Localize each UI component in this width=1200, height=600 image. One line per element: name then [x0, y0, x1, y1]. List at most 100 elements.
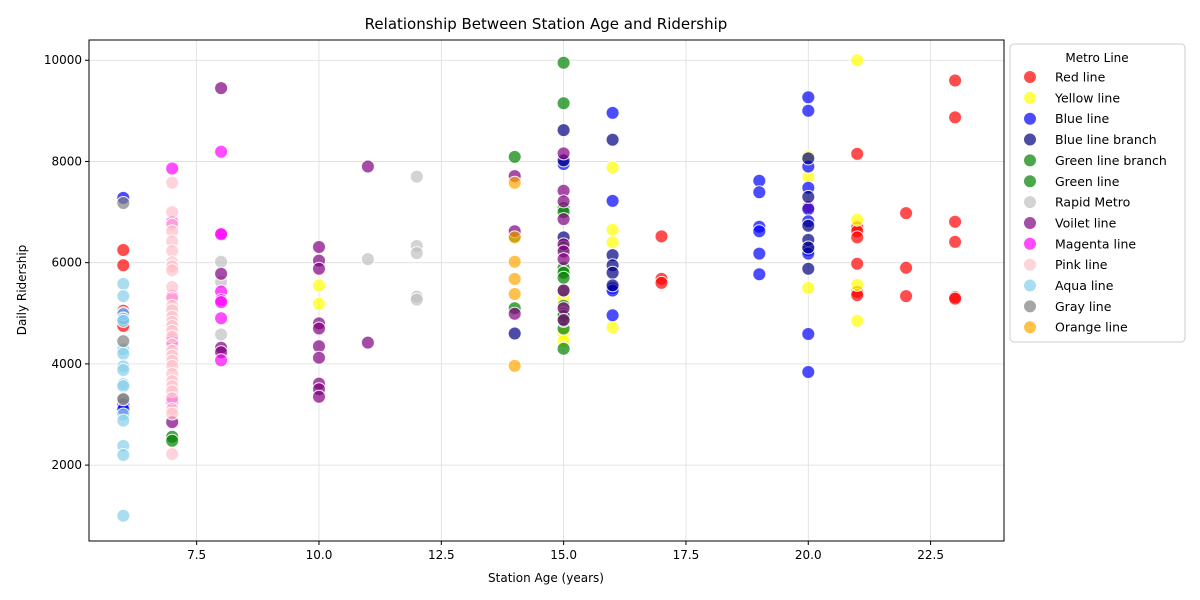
y-axis-ticks: 2000 4000 6000 8000 10000 — [44, 53, 89, 472]
data-point — [165, 161, 180, 176]
data-point — [165, 263, 180, 278]
data-point — [850, 313, 865, 328]
data-point — [214, 311, 229, 326]
data-point — [605, 222, 620, 237]
legend-item: Red line — [1023, 70, 1106, 85]
data-point — [360, 335, 375, 350]
data-point — [116, 289, 131, 304]
data-point — [507, 230, 522, 245]
data-point — [752, 246, 767, 261]
data-point — [948, 214, 963, 229]
data-point — [850, 277, 865, 292]
data-point — [312, 389, 326, 404]
data-point — [752, 267, 767, 282]
data-point — [654, 229, 669, 244]
data-point — [312, 296, 326, 311]
data-point — [801, 281, 816, 295]
data-point — [312, 339, 326, 354]
data-point — [605, 160, 620, 175]
data-point — [752, 185, 767, 200]
data-point — [801, 240, 816, 255]
legend-marker — [1023, 195, 1037, 210]
data-point — [948, 110, 963, 125]
data-point — [409, 169, 424, 184]
data-point — [116, 413, 131, 428]
legend-marker — [1023, 90, 1037, 105]
data-point — [214, 295, 229, 310]
x-tick-label: 22.5 — [917, 548, 944, 562]
data-point — [605, 105, 620, 120]
data-point — [556, 252, 571, 267]
data-point — [801, 202, 816, 216]
legend-marker — [1023, 132, 1037, 147]
data-point — [116, 196, 131, 210]
legend-marker — [1023, 215, 1037, 230]
legend-label: Green line — [1055, 174, 1120, 189]
legend-item: Rapid Metro — [1023, 195, 1130, 210]
x-tick-label: 10.0 — [306, 548, 333, 562]
data-point — [948, 73, 963, 88]
y-tick-label: 6000 — [51, 256, 82, 270]
data-point — [507, 287, 522, 301]
data-point — [556, 146, 571, 161]
data-point — [116, 448, 131, 462]
data-point — [360, 252, 375, 267]
data-point — [312, 240, 326, 254]
data-point — [165, 433, 180, 448]
data-point — [801, 103, 816, 118]
data-point — [850, 230, 865, 245]
legend-label: Green line branch — [1055, 153, 1167, 168]
series-rapid-metro — [214, 169, 424, 342]
legend-marker — [1023, 257, 1037, 272]
data-point — [556, 212, 571, 227]
data-point — [752, 173, 767, 188]
data-point — [214, 266, 229, 281]
data-point — [116, 363, 131, 377]
legend-label: Gray line — [1055, 299, 1112, 314]
data-point — [409, 246, 424, 261]
legend-label: Orange line — [1055, 320, 1128, 335]
data-point — [850, 146, 865, 161]
data-point — [214, 144, 229, 159]
data-point — [214, 353, 229, 368]
y-tick-label: 4000 — [51, 357, 82, 371]
data-point — [116, 276, 131, 291]
legend-marker — [1023, 236, 1037, 251]
legend-item: Yellow line — [1023, 90, 1120, 105]
legend-label: Voilet line — [1055, 215, 1117, 230]
legend-marker — [1023, 111, 1037, 126]
data-point — [507, 254, 522, 269]
data-point — [507, 175, 522, 190]
x-tick-label: 20.0 — [795, 548, 822, 562]
data-point — [556, 55, 571, 70]
data-point — [556, 312, 571, 327]
legend-item: Blue line branch — [1023, 132, 1157, 147]
legend-marker — [1023, 299, 1037, 314]
legend-item: Pink line — [1023, 257, 1108, 272]
data-point — [899, 206, 914, 221]
series-pink-line — [165, 175, 180, 461]
data-point — [899, 289, 914, 304]
legend-marker — [1023, 320, 1037, 335]
data-point — [165, 447, 180, 461]
data-point — [507, 149, 522, 164]
data-point — [801, 151, 816, 166]
legend-item: Voilet line — [1023, 215, 1117, 230]
data-point — [312, 278, 326, 293]
legend-item: Blue line — [1023, 111, 1110, 126]
data-point — [116, 379, 131, 394]
x-axis-label: Station Age (years) — [488, 571, 604, 585]
data-point — [116, 243, 131, 257]
data-point — [850, 53, 865, 68]
data-point — [801, 90, 816, 105]
legend-item: Gray line — [1023, 299, 1112, 314]
legend-marker — [1023, 70, 1037, 84]
y-tick-label: 8000 — [51, 154, 82, 168]
data-point — [605, 132, 620, 147]
data-point — [312, 261, 326, 276]
data-point — [116, 392, 131, 407]
plot-area-frame — [88, 39, 1005, 542]
chart-title: Relationship Between Station Age and Rid… — [365, 15, 728, 33]
